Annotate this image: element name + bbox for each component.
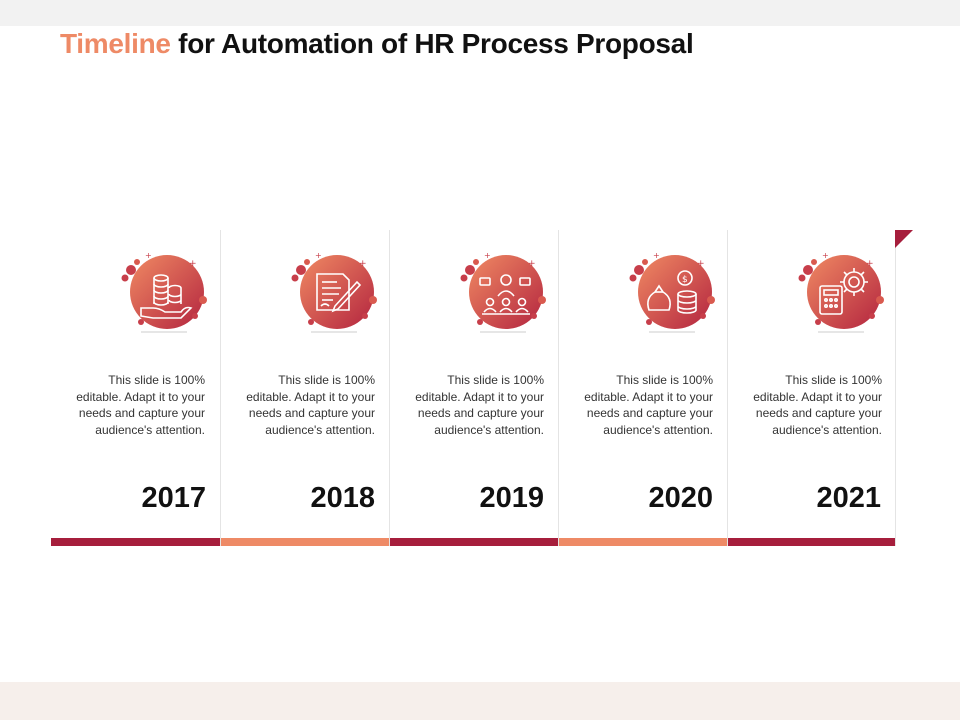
svg-text:$: $ <box>682 275 688 285</box>
card-description: This slide is 100% editable. Adapt it to… <box>76 373 205 437</box>
timeline-card-2018: + + This slide is 100% editable. Adapt i… <box>220 230 407 546</box>
title-accent: Timeline <box>60 28 171 59</box>
svg-text:+: + <box>145 251 152 260</box>
calculator-gear-icon: + + <box>798 251 884 333</box>
svg-text:+: + <box>315 251 322 260</box>
card-bar <box>728 538 895 546</box>
card-description: This slide is 100% editable. Adapt it to… <box>246 373 375 437</box>
card-year: 2020 <box>648 482 713 514</box>
card-description: This slide is 100% editable. Adapt it to… <box>584 373 713 437</box>
svg-text:+: + <box>484 251 491 260</box>
svg-text:+: + <box>189 259 197 269</box>
title-rest: for Automation of HR Process Proposal <box>178 28 694 59</box>
card-year: 2021 <box>816 482 881 514</box>
page-title: Timeline for Automation of HR Process Pr… <box>60 28 694 60</box>
timeline-card-2020: + + $ This slide is 100% editable. Adapt… <box>558 230 745 546</box>
money-bag-icon: + + $ <box>629 251 715 333</box>
card-year: 2017 <box>141 482 206 514</box>
card-bar <box>559 538 727 546</box>
meeting-people-icon: + + <box>460 251 546 333</box>
svg-text:+: + <box>359 259 367 269</box>
card-description: This slide is 100% editable. Adapt it to… <box>415 373 544 437</box>
timeline-card-2021: + + This slide is 100% editable. Adapt i… <box>727 230 913 546</box>
corner-triangle <box>895 230 913 248</box>
svg-text:+: + <box>653 251 660 260</box>
coins-hand-icon: + + <box>121 251 207 333</box>
svg-text:+: + <box>697 259 705 269</box>
timeline-card-2019: + + This slide is 100% editable. Adapt i… <box>389 230 576 546</box>
svg-text:+: + <box>528 259 536 269</box>
card-description: This slide is 100% editable. Adapt it to… <box>753 373 882 437</box>
card-year: 2019 <box>479 482 544 514</box>
timeline: + + This slide is 100% editable. Adapt i… <box>51 230 913 546</box>
svg-text:+: + <box>822 251 829 260</box>
top-band <box>0 0 960 26</box>
svg-text:+: + <box>866 259 874 269</box>
card-bar <box>390 538 558 546</box>
timeline-card-2017: + + This slide is 100% editable. Adapt i… <box>51 230 238 546</box>
bottom-band <box>0 682 960 720</box>
contract-signing-icon: + + <box>291 251 377 333</box>
card-year: 2018 <box>310 482 375 514</box>
card-bar <box>221 538 389 546</box>
card-bar <box>51 538 220 546</box>
